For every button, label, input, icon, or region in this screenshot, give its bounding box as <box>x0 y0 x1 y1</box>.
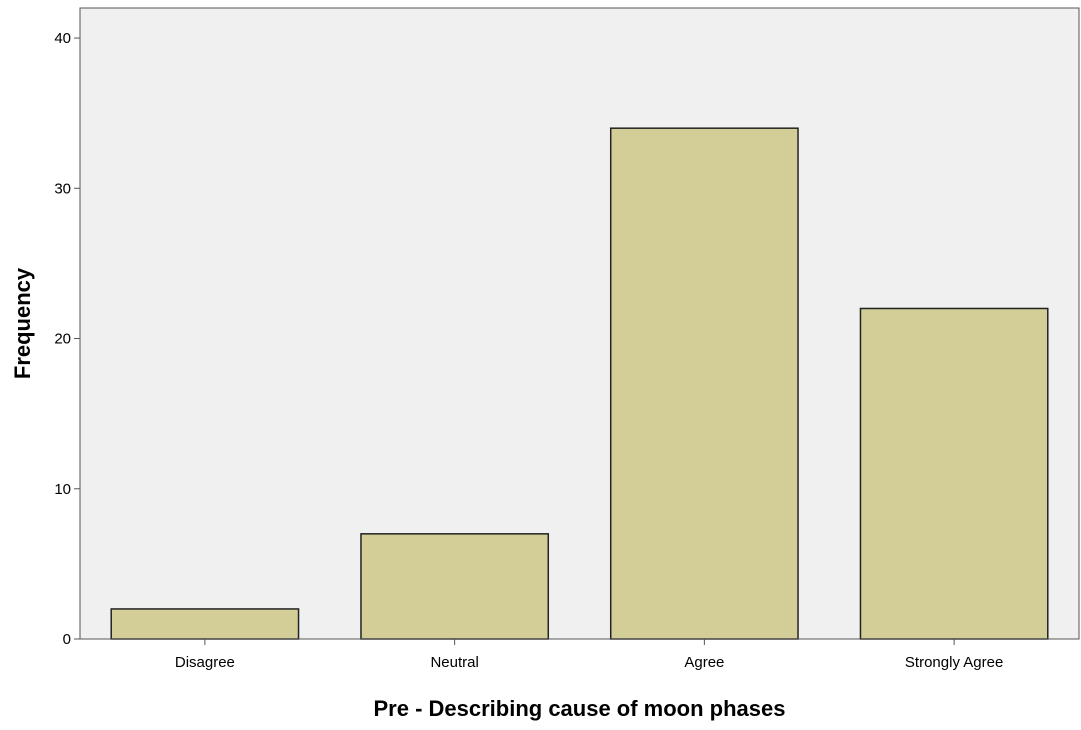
bar-disagree <box>110 608 300 640</box>
y-tick-label: 0 <box>63 631 71 648</box>
bars-group <box>110 127 1049 640</box>
y-tick-label: 10 <box>54 481 71 498</box>
y-tick-label: 30 <box>54 180 71 197</box>
x-axis: Disagree Neutral Agree Strongly Agree <box>80 638 1079 671</box>
x-axis-title: Pre - Describing cause of moon phases <box>373 696 785 721</box>
bar-neutral <box>360 533 550 640</box>
x-tick-label: Disagree <box>175 654 235 671</box>
y-tick-label: 40 <box>54 30 71 47</box>
bar-strongly-agree <box>859 307 1049 640</box>
x-tick-label: Neutral <box>430 654 478 671</box>
bar-agree <box>609 127 799 640</box>
x-tick-label: Strongly Agree <box>905 654 1003 671</box>
y-tick-label: 20 <box>54 331 71 348</box>
y-axis: 0 10 20 30 40 <box>54 8 81 648</box>
x-tick-label: Agree <box>684 654 724 671</box>
y-axis-title: Frequency <box>10 267 35 379</box>
